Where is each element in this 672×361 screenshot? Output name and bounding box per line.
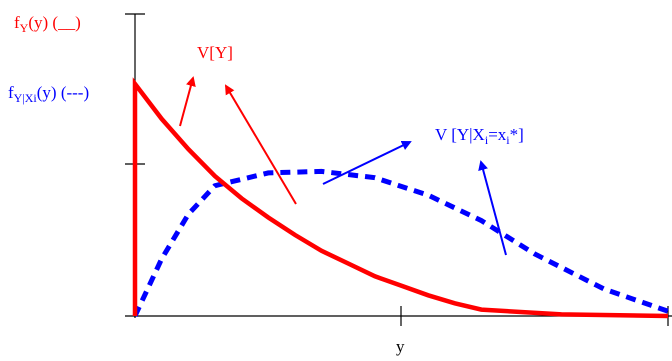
annotation-vyx: V [Y|Xi=xi*] bbox=[435, 125, 524, 147]
x-axis-label: y bbox=[396, 337, 405, 356]
arrow-vyx-left bbox=[322, 140, 412, 185]
arrow-vy-right bbox=[224, 84, 297, 205]
series-fy-line bbox=[132, 77, 669, 319]
series-fyx-line bbox=[132, 168, 669, 318]
legend-fy-label: fY(y) (__) bbox=[14, 13, 81, 35]
arrow-vyx-right bbox=[478, 160, 507, 256]
arrow-vy-left bbox=[179, 76, 196, 127]
legend-fyx-label: fY|Xi(y) (---) bbox=[8, 83, 89, 105]
annotation-vy: V[Y] bbox=[197, 43, 233, 62]
